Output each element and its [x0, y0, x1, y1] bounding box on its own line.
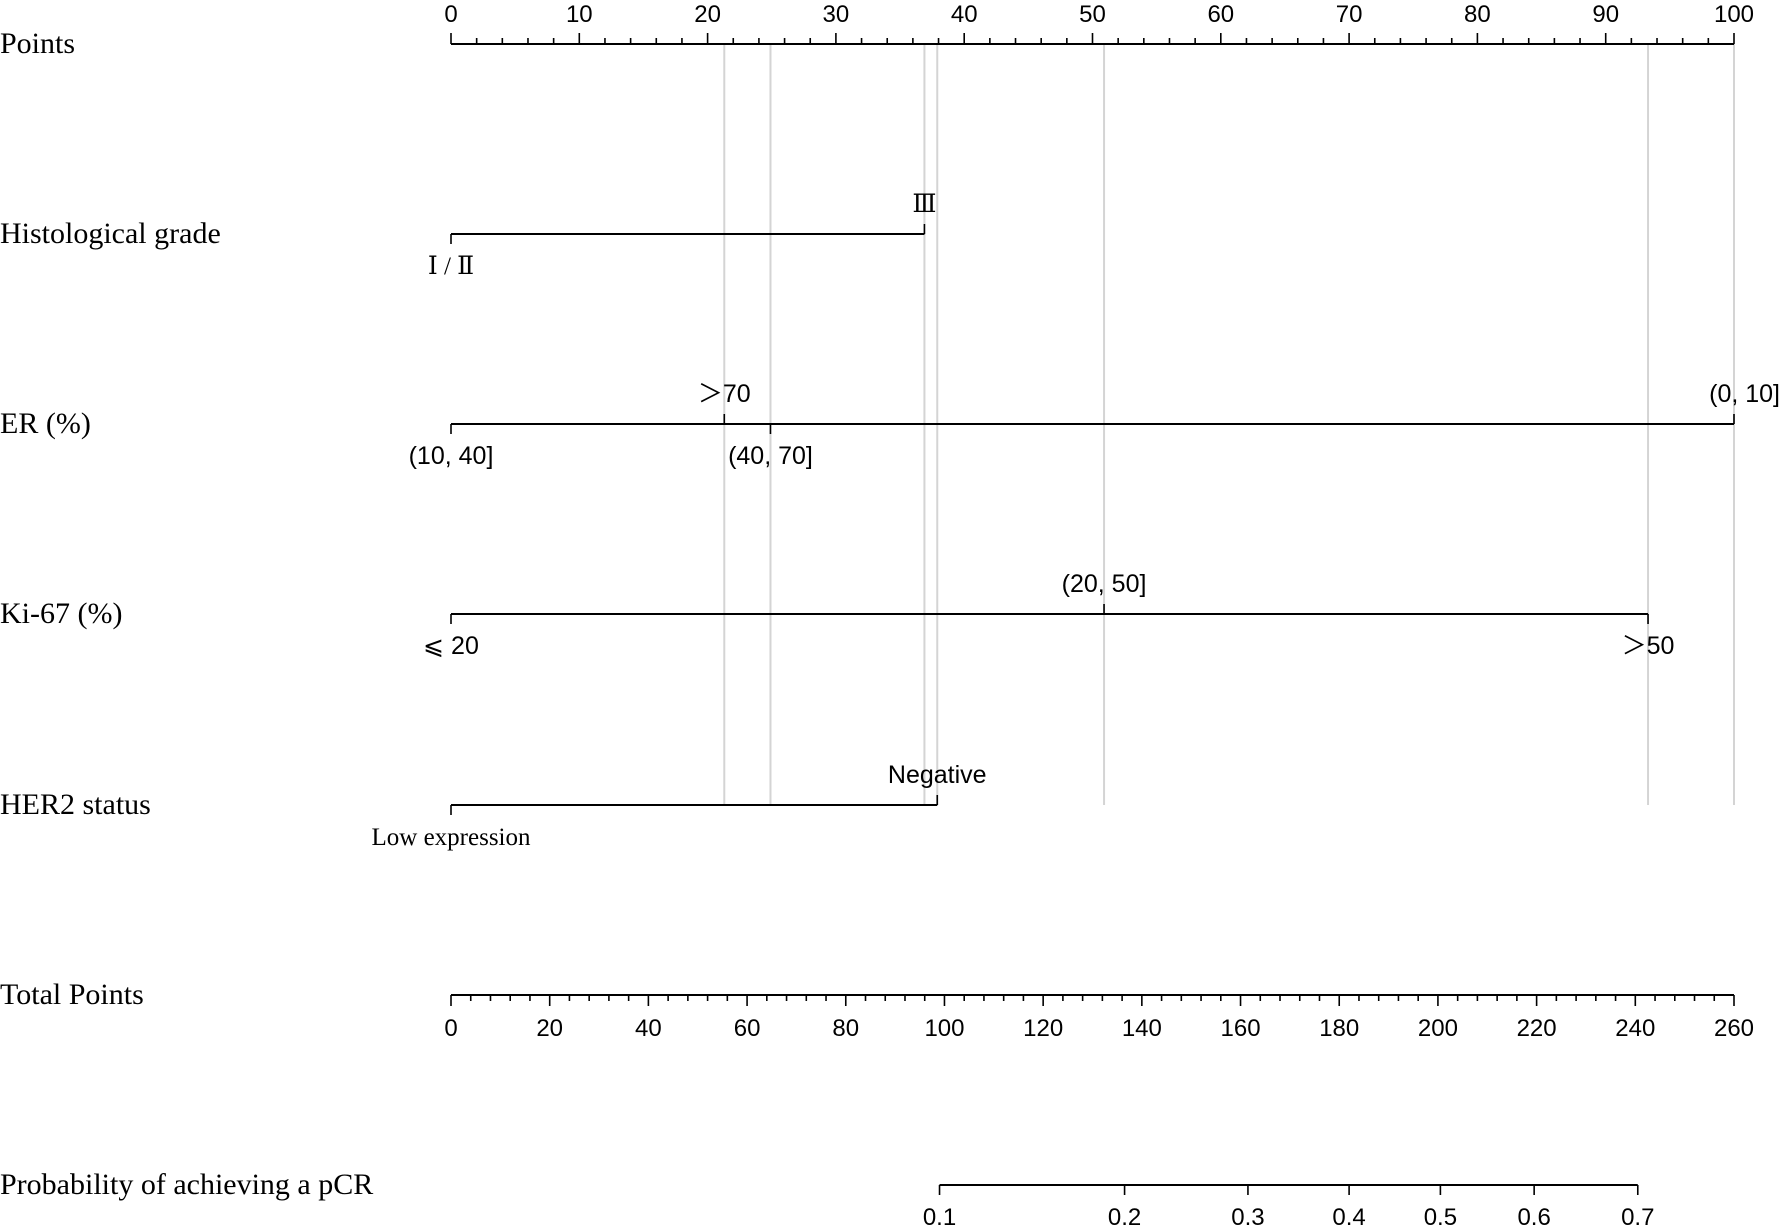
points-axis-tick-label: 90: [1592, 1, 1619, 28]
level-label: ⩽ 20: [423, 632, 479, 660]
total-points-tick-label: 40: [635, 1015, 662, 1042]
probability-axis-tick-label: 0.4: [1332, 1204, 1365, 1229]
probability-axis-tick-label: 0.1: [923, 1204, 956, 1229]
points-axis-label: Points: [0, 27, 75, 60]
points-axis-tick-label: 100: [1714, 1, 1754, 28]
total-points-tick-label: 200: [1418, 1015, 1458, 1042]
total-points-tick-label: 160: [1221, 1015, 1261, 1042]
probability-axis-tick-label: 0.7: [1621, 1204, 1654, 1229]
total-points-tick-label: 260: [1714, 1015, 1754, 1042]
points-axis-tick-label: 70: [1336, 1, 1363, 28]
total-points-tick-label: 80: [832, 1015, 859, 1042]
total-points-tick-label: 0: [444, 1015, 457, 1042]
level-label: Low expression: [372, 824, 531, 851]
total-points-tick-label: 100: [924, 1015, 964, 1042]
level-label: (20, 50]: [1062, 570, 1147, 598]
variable-label: HER2 status: [0, 788, 151, 821]
probability-axis-tick-label: 0.2: [1108, 1204, 1141, 1229]
probability-axis-label: Probability of achieving a pCR: [0, 1168, 373, 1201]
variable-label: Ki-67 (%): [0, 597, 122, 630]
variable-scale-1: ER (%) (10, 40] ＞70 (40, 70] (0, 10]: [0, 380, 1780, 470]
variable-scale-0: Histological grade Ⅰ / Ⅱ Ⅲ: [0, 191, 936, 280]
level-label: (0, 10]: [1709, 380, 1780, 408]
probability-axis-tick-label: 0.5: [1424, 1204, 1457, 1229]
variable-label: ER (%): [0, 407, 91, 440]
variable-scale-3: HER2 status Low expression Negative: [0, 761, 987, 851]
variable-scale-2: Ki-67 (%) ⩽ 20 (20, 50] ＞50: [0, 570, 1674, 660]
points-axis-tick-label: 50: [1079, 1, 1106, 28]
total-points-axis-label: Total Points: [0, 978, 144, 1011]
points-axis-tick-label: 30: [823, 1, 850, 28]
points-axis-tick-label: 80: [1464, 1, 1491, 28]
points-axis-tick-label: 20: [694, 1, 721, 28]
probability-axis-tick-label: 0.3: [1231, 1204, 1264, 1229]
level-label: (40, 70]: [728, 442, 813, 470]
total-points-tick-label: 180: [1319, 1015, 1359, 1042]
points-axis-tick-label: 10: [566, 1, 593, 28]
total-points-tick-label: 60: [734, 1015, 761, 1042]
total-points-tick-label: 120: [1023, 1015, 1063, 1042]
total-points-tick-label: 220: [1517, 1015, 1557, 1042]
total-points-tick-label: 20: [536, 1015, 563, 1042]
points-axis-tick-label: 0: [444, 1, 457, 28]
level-label: (10, 40]: [409, 442, 494, 470]
level-label: Ⅲ: [912, 191, 936, 218]
variable-label: Histological grade: [0, 217, 221, 250]
level-label: ＞50: [1622, 632, 1675, 660]
points-axis-tick-label: 60: [1207, 1, 1234, 28]
level-label: ＞70: [698, 380, 751, 408]
probability-axis-tick-label: 0.6: [1517, 1204, 1550, 1229]
points-axis-tick-label: 40: [951, 1, 978, 28]
level-label: Ⅰ / Ⅱ: [428, 253, 474, 280]
total-points-tick-label: 240: [1615, 1015, 1655, 1042]
level-label: Negative: [888, 761, 987, 789]
total-points-tick-label: 140: [1122, 1015, 1162, 1042]
